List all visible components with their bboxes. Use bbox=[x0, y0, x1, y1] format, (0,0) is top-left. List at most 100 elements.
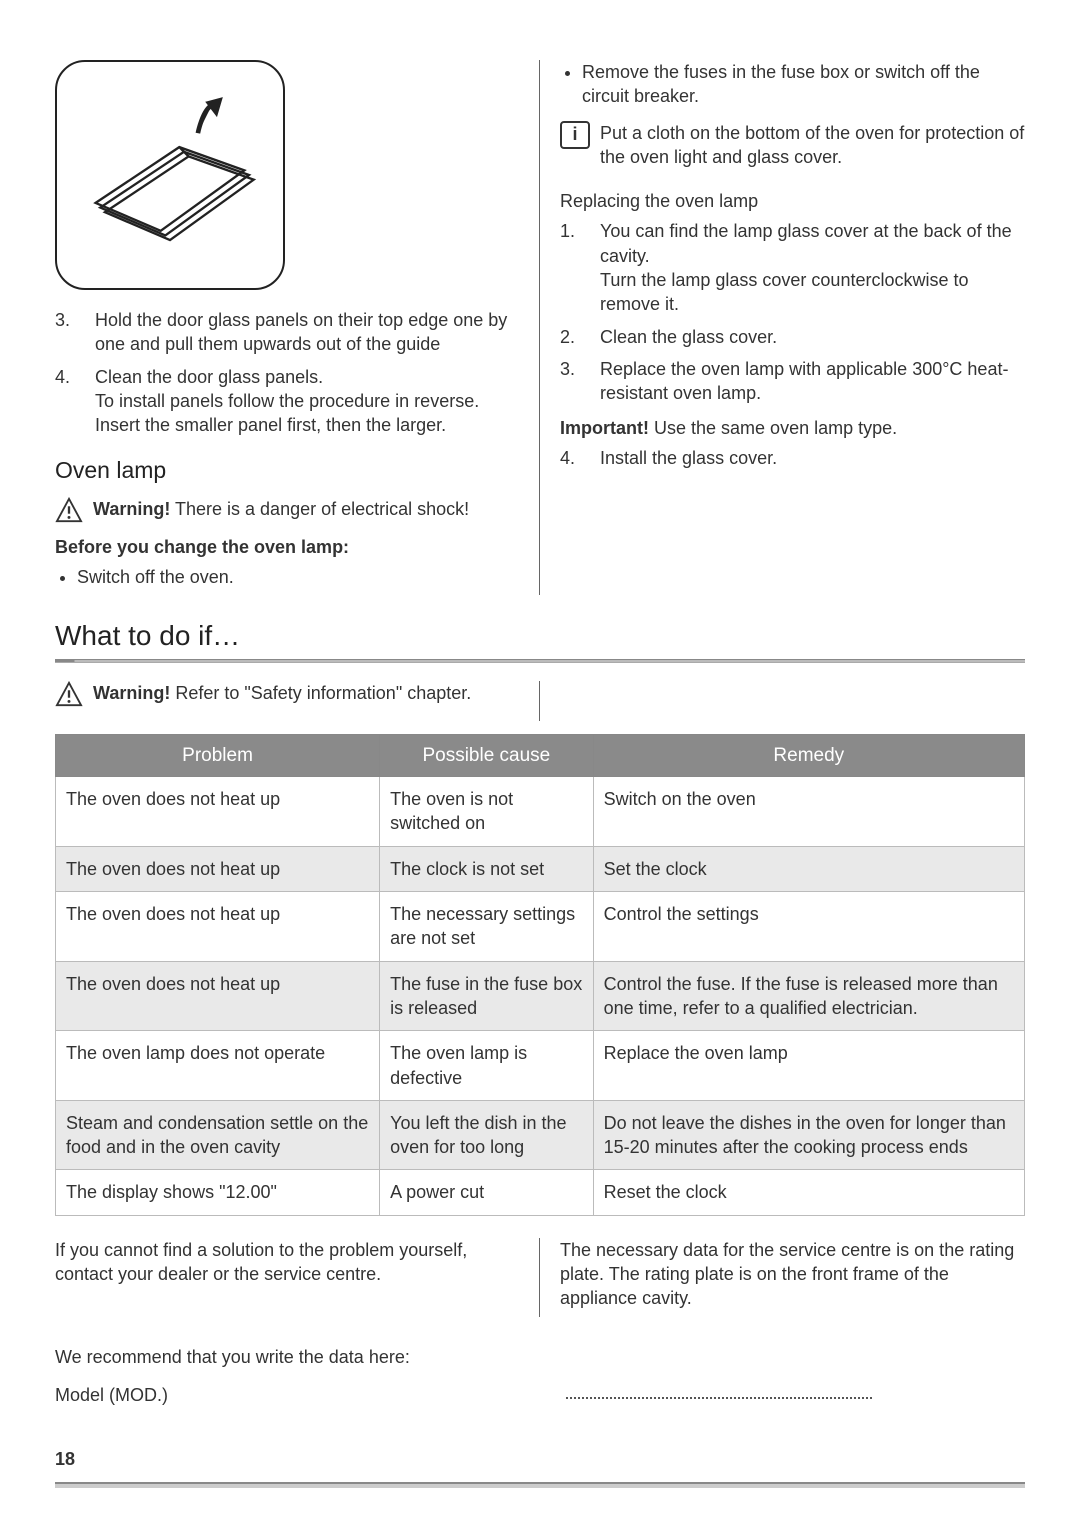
replace-step-3: 3. Replace the oven lamp with applicable… bbox=[600, 357, 1025, 406]
th-cause: Possible cause bbox=[380, 734, 594, 777]
table-cell: The fuse in the fuse box is released bbox=[380, 961, 594, 1031]
table-cell: Switch on the oven bbox=[593, 777, 1024, 847]
bottom-right-col: The necessary data for the service centr… bbox=[560, 1238, 1025, 1317]
table-row: The oven does not heat upThe necessary s… bbox=[56, 892, 1025, 962]
table-body: The oven does not heat upThe oven is not… bbox=[56, 777, 1025, 1216]
step-3-num: 3. bbox=[55, 308, 85, 332]
warning-bold: Warning! bbox=[93, 499, 170, 519]
before-change-item-1: Switch off the oven. bbox=[77, 565, 520, 589]
table-row: The oven does not heat upThe oven is not… bbox=[56, 777, 1025, 847]
step-4-sub: To install panels follow the procedure i… bbox=[95, 389, 520, 438]
table-cell: You left the dish in the oven for too lo… bbox=[380, 1100, 594, 1170]
what-to-do-title: What to do if… bbox=[55, 617, 1025, 659]
table-cell: The oven lamp is defective bbox=[380, 1031, 594, 1101]
th-problem: Problem bbox=[56, 734, 380, 777]
step-3: 3. Hold the door glass panels on their t… bbox=[95, 308, 520, 357]
important-line: Important! Use the same oven lamp type. bbox=[560, 416, 1025, 440]
replace-step-2-text: Clean the glass cover. bbox=[600, 327, 777, 347]
bottom-left-col: If you cannot find a solution to the pro… bbox=[55, 1238, 520, 1317]
replace-step-3-num: 3. bbox=[560, 357, 590, 381]
warning-left-col: Warning! Refer to "Safety information" c… bbox=[55, 681, 520, 719]
table-cell: Reset the clock bbox=[593, 1170, 1024, 1215]
replace-step-4-text: Install the glass cover. bbox=[600, 448, 777, 468]
replace-step-2: 2. Clean the glass cover. bbox=[600, 325, 1025, 349]
replace-step-4-num: 4. bbox=[560, 446, 590, 470]
replace-step-1-num: 1. bbox=[560, 219, 590, 243]
table-cell: The clock is not set bbox=[380, 846, 594, 891]
warning-icon bbox=[55, 497, 83, 523]
replacing-steps-list: 1. You can find the lamp glass cover at … bbox=[560, 219, 1025, 405]
upper-two-column-layout: 3. Hold the door glass panels on their t… bbox=[55, 60, 1025, 595]
table-cell: The oven does not heat up bbox=[56, 777, 380, 847]
footer-rule bbox=[55, 1482, 1025, 1488]
table-row: The oven does not heat upThe clock is no… bbox=[56, 846, 1025, 891]
table-row: The oven does not heat upThe fuse in the… bbox=[56, 961, 1025, 1031]
table-cell: The oven is not switched on bbox=[380, 777, 594, 847]
replace-step-1: 1. You can find the lamp glass cover at … bbox=[600, 219, 1025, 316]
th-remedy: Remedy bbox=[593, 734, 1024, 777]
warning-text: Warning! There is a danger of electrical… bbox=[93, 497, 469, 521]
before-change-heading: Before you change the oven lamp: bbox=[55, 535, 520, 559]
what-to-do-warning-rest: Refer to "Safety information" chapter. bbox=[170, 683, 471, 703]
table-row: The display shows "12.00"A power cutRese… bbox=[56, 1170, 1025, 1215]
troubleshoot-table: Problem Possible cause Remedy The oven d… bbox=[55, 734, 1025, 1216]
table-cell: Do not leave the dishes in the oven for … bbox=[593, 1100, 1024, 1170]
replace-step-3-text: Replace the oven lamp with applicable 30… bbox=[600, 359, 1008, 403]
table-cell: Set the clock bbox=[593, 846, 1024, 891]
table-row: Steam and condensation settle on the foo… bbox=[56, 1100, 1025, 1170]
bottom-right-text: The necessary data for the service centr… bbox=[560, 1238, 1025, 1311]
replace-step-2-num: 2. bbox=[560, 325, 590, 349]
bottom-left-text: If you cannot find a solution to the pro… bbox=[55, 1238, 520, 1287]
table-cell: The display shows "12.00" bbox=[56, 1170, 380, 1215]
table-cell: The oven lamp does not operate bbox=[56, 1031, 380, 1101]
right-bullet-1: Remove the fuses in the fuse box or swit… bbox=[582, 60, 1025, 109]
column-divider bbox=[539, 60, 540, 595]
info-row: i Put a cloth on the bottom of the oven … bbox=[560, 121, 1025, 176]
before-change-list: Switch off the oven. bbox=[55, 565, 520, 589]
bottom-divider bbox=[539, 1238, 540, 1317]
left-steps-list: 3. Hold the door glass panels on their t… bbox=[55, 308, 520, 437]
warning-col-divider bbox=[539, 681, 540, 721]
important-text: Use the same oven lamp type. bbox=[649, 418, 897, 438]
title-underline bbox=[55, 659, 1025, 663]
step-4: 4. Clean the door glass panels. To insta… bbox=[95, 365, 520, 438]
warning-rest: There is a danger of electrical shock! bbox=[175, 499, 469, 519]
table-cell: The oven does not heat up bbox=[56, 846, 380, 891]
important-bold: Important! bbox=[560, 418, 649, 438]
table-row: The oven lamp does not operateThe oven l… bbox=[56, 1031, 1025, 1101]
right-column: Remove the fuses in the fuse box or swit… bbox=[560, 60, 1025, 595]
what-to-do-title-wrap: What to do if… bbox=[55, 617, 1025, 663]
recommend-text: We recommend that you write the data her… bbox=[55, 1345, 1025, 1369]
table-cell: The necessary settings are not set bbox=[380, 892, 594, 962]
what-to-do-warning-row: Warning! Refer to "Safety information" c… bbox=[55, 681, 520, 711]
right-bullet-list: Remove the fuses in the fuse box or swit… bbox=[560, 60, 1025, 109]
table-cell: The oven does not heat up bbox=[56, 892, 380, 962]
replace-step-4: 4. Install the glass cover. bbox=[600, 446, 1025, 470]
door-panel-svg bbox=[77, 82, 263, 268]
replacing-heading: Replacing the oven lamp bbox=[560, 189, 1025, 213]
step-3-text: Hold the door glass panels on their top … bbox=[95, 310, 507, 354]
table-cell: A power cut bbox=[380, 1170, 594, 1215]
step-4-text: Clean the door glass panels. bbox=[95, 367, 323, 387]
replace-step-1-text: You can find the lamp glass cover at the… bbox=[600, 221, 1012, 265]
info-icon: i bbox=[560, 121, 590, 149]
what-to-do-warning-bold: Warning! bbox=[93, 683, 170, 703]
info-text: Put a cloth on the bottom of the oven fo… bbox=[600, 121, 1025, 170]
warning-row: Warning! There is a danger of electrical… bbox=[55, 497, 520, 527]
model-dots bbox=[566, 1383, 872, 1399]
what-to-do-warning-text: Warning! Refer to "Safety information" c… bbox=[93, 681, 471, 705]
table-cell: Replace the oven lamp bbox=[593, 1031, 1024, 1101]
warning-right-col bbox=[560, 681, 1025, 719]
model-label: Model (MOD.) bbox=[55, 1383, 566, 1407]
step-4-num: 4. bbox=[55, 365, 85, 389]
table-head: Problem Possible cause Remedy bbox=[56, 734, 1025, 777]
table-cell: Steam and condensation settle on the foo… bbox=[56, 1100, 380, 1170]
bottom-two-col: If you cannot find a solution to the pro… bbox=[55, 1238, 1025, 1317]
table-cell: Control the fuse. If the fuse is release… bbox=[593, 961, 1024, 1031]
door-panel-illustration bbox=[55, 60, 285, 290]
page-number: 18 bbox=[55, 1447, 1025, 1471]
model-row: Model (MOD.) bbox=[55, 1383, 1025, 1407]
replace-step-1-sub: Turn the lamp glass cover counterclockwi… bbox=[600, 268, 1025, 317]
final-step-list: 4. Install the glass cover. bbox=[560, 446, 1025, 470]
oven-lamp-heading: Oven lamp bbox=[55, 455, 520, 486]
